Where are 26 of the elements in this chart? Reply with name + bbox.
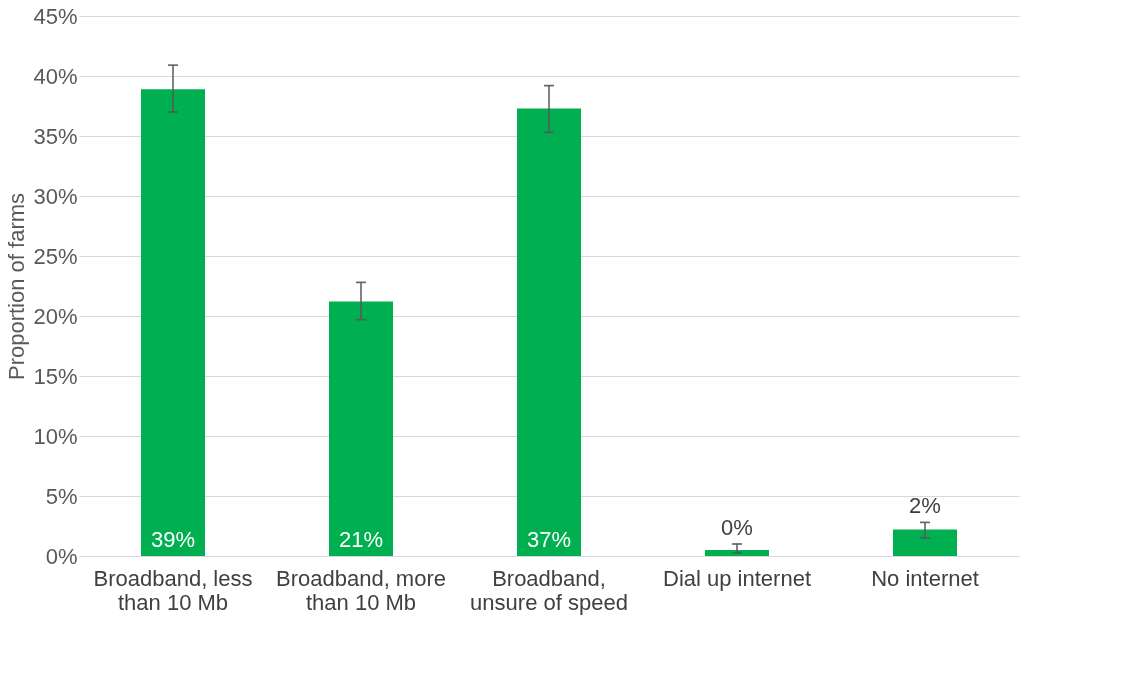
- y-tick-label: 5%: [45, 483, 78, 509]
- x-tick-label: Broadband, more than 10 Mb: [276, 565, 446, 615]
- x-tick-label: Broadband, unsure of speed: [470, 565, 628, 615]
- data-label: 39%: [150, 527, 196, 552]
- x-tick-label: Broadband, less than 10 Mb: [93, 565, 253, 615]
- x-tick-label: No internet: [871, 565, 979, 591]
- data-label: 0%: [721, 515, 753, 540]
- bar: [329, 301, 393, 556]
- y-tick-label: 0%: [45, 543, 78, 569]
- bar: [705, 550, 769, 556]
- data-label: 37%: [526, 527, 572, 552]
- bar: [893, 529, 957, 556]
- y-tick-label: 20%: [33, 303, 78, 329]
- bar: [517, 108, 581, 556]
- x-tick-label: Dial up internet: [663, 565, 811, 591]
- y-tick-label: 35%: [33, 123, 78, 149]
- y-tick-label: 10%: [33, 423, 78, 449]
- y-tick-label: 30%: [33, 183, 78, 209]
- y-tick-label: 25%: [33, 243, 78, 269]
- y-axis-title: Proportion of farms: [4, 192, 30, 381]
- y-tick-label: 15%: [33, 363, 78, 389]
- data-label: 21%: [338, 527, 384, 552]
- y-tick-label: 45%: [33, 3, 78, 29]
- y-tick-label: 40%: [33, 63, 78, 89]
- data-label: 2%: [909, 493, 941, 519]
- bar: [141, 89, 205, 556]
